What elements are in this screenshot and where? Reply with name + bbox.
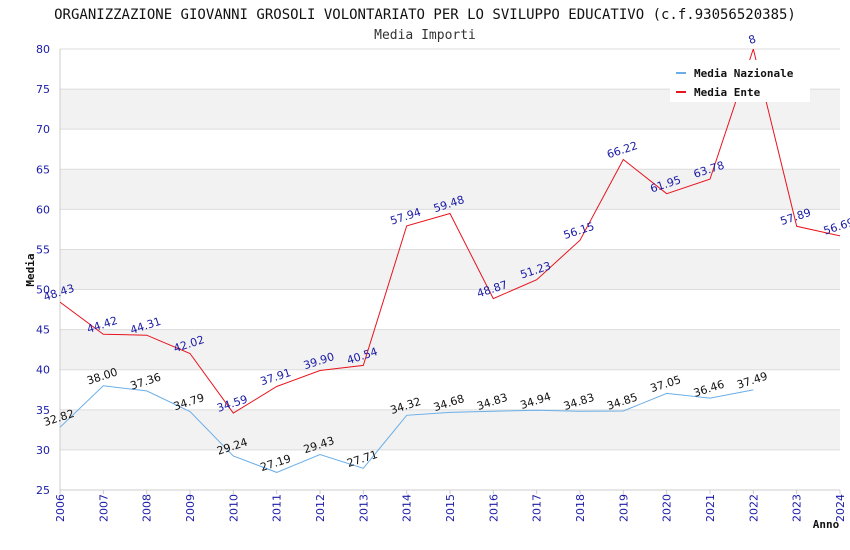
y-tick-label: 25 [36, 484, 50, 497]
x-tick-label: 2009 [184, 494, 197, 522]
x-tick-label: 2019 [617, 494, 630, 522]
y-tick-label: 70 [36, 123, 50, 136]
grid-band [60, 249, 840, 290]
y-tick-label: 75 [36, 83, 50, 96]
chart-subtitle: Media Importi [374, 28, 476, 43]
x-tick-label: 2017 [531, 494, 544, 522]
x-tick-label: 2020 [661, 494, 674, 522]
x-tick-label: 2006 [54, 494, 67, 522]
y-tick-label: 80 [36, 43, 50, 56]
y-tick-label: 60 [36, 203, 50, 216]
series-line-0 [60, 385, 754, 473]
x-tick-label: 2011 [271, 494, 284, 522]
x-tick-label: 2010 [227, 494, 240, 522]
data-label: 37.05 [649, 373, 683, 395]
y-tick-label: 50 [36, 284, 50, 297]
y-tick-label: 65 [36, 163, 50, 176]
plot-area: 25 30 35 40 45 50 55 60 65 70 75 80 2006 2007 2008 2009… [36, 32, 850, 522]
y-tick-label: 35 [36, 404, 50, 417]
x-tick-label: 2007 [97, 494, 110, 522]
legend-entry: Media Nazionale [694, 67, 794, 80]
grid-band [60, 169, 840, 210]
y-tick-label: 40 [36, 364, 50, 377]
y-tick-label: 45 [36, 324, 50, 337]
x-tick-label: 2014 [401, 494, 414, 522]
grid-band [60, 329, 840, 370]
x-axis-label: Anno [813, 518, 840, 531]
data-label: 56.69 [822, 216, 850, 238]
x-tick-label: 2012 [314, 494, 327, 522]
x-tick-label: 2013 [357, 494, 370, 522]
data-label: 34.94 [519, 390, 553, 412]
y-axis-label: Media [24, 253, 37, 286]
data-label: 37.49 [735, 370, 769, 392]
legend-entry: Media Ente [694, 86, 761, 99]
grid-band [60, 409, 840, 450]
x-tick-label: 2015 [444, 494, 457, 522]
data-label: 8 [747, 32, 758, 47]
x-tick-label: 2021 [704, 494, 717, 522]
x-tick-label: 2018 [574, 494, 587, 522]
legend: Media Nazionale Media Ente [670, 60, 810, 102]
data-label: 66.22 [605, 139, 639, 161]
legend-box [670, 60, 810, 102]
x-tick-label: 2008 [141, 494, 154, 522]
x-tick-label: 2022 [747, 494, 760, 522]
data-label: 27.19 [259, 452, 293, 474]
series-line-1 [60, 49, 840, 414]
data-label: 56.15 [562, 220, 596, 242]
data-label: 27.71 [345, 448, 379, 470]
x-tick-label: 2023 [791, 494, 804, 522]
y-tick-label: 55 [36, 243, 50, 256]
chart-title: ORGANIZZAZIONE GIOVANNI GROSOLI VOLONTAR… [54, 7, 796, 23]
data-label: 37.36 [129, 371, 163, 393]
x-tick-label: 2016 [487, 494, 500, 522]
y-tick-label: 30 [36, 444, 50, 457]
x-tick-label: 2024 [834, 494, 847, 522]
